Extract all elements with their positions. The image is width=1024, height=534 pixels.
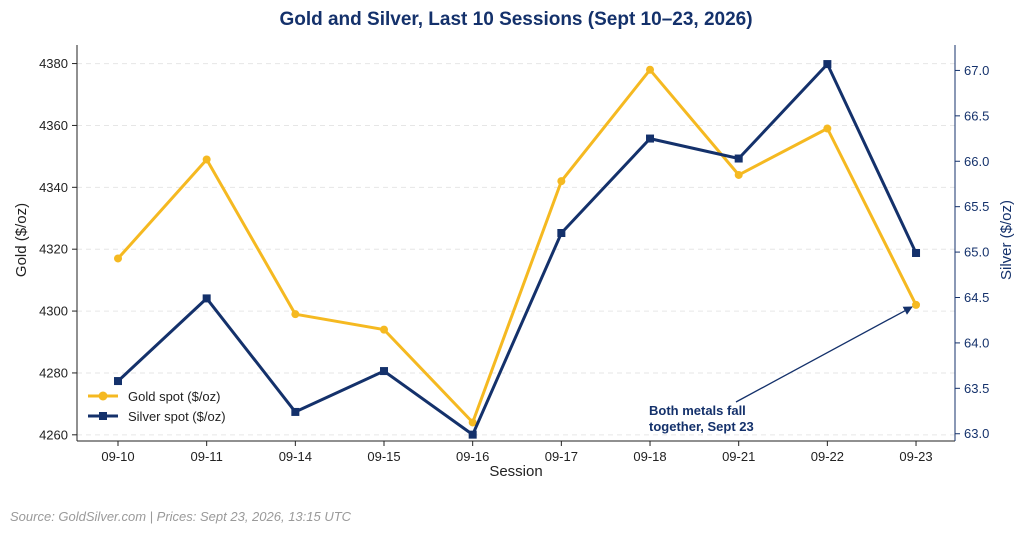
right-axis-label: Silver ($/oz) <box>998 200 1015 280</box>
silver-point <box>291 407 300 416</box>
right-tick-label: 63.5 <box>964 381 989 396</box>
right-tick-label: 63.0 <box>964 426 989 441</box>
chart-title: Gold and Silver, Last 10 Sessions (Sept … <box>279 9 752 30</box>
annotation-line2: together, Sept 23 <box>649 419 754 434</box>
right-tick-label: 65.0 <box>964 245 989 260</box>
right-axis-ticks: 63.0 63.5 64.0 64.5 65.0 65.5 66.0 66.5 67.0 <box>955 63 989 441</box>
x-tick-label: 09-22 <box>811 449 844 464</box>
silver-point <box>823 60 832 69</box>
axes <box>76 45 956 442</box>
x-tick-label: 09-17 <box>545 449 578 464</box>
x-tick-label: 09-15 <box>367 449 400 464</box>
gold-point <box>202 155 211 164</box>
left-axis-ticks: 4260 4280 4300 4320 4340 4360 4380 <box>39 56 77 442</box>
left-tick-label: 4340 <box>39 180 68 195</box>
x-axis-label: Session <box>489 463 542 480</box>
silver-point <box>646 134 655 143</box>
left-tick-label: 4280 <box>39 365 68 380</box>
left-tick-label: 4260 <box>39 427 68 442</box>
annotation-arrow <box>735 306 913 403</box>
gold-point <box>734 170 743 179</box>
x-tick-label: 09-16 <box>456 449 489 464</box>
legend-silver-label: Silver spot ($/oz) <box>128 409 226 424</box>
right-tick-label: 66.0 <box>964 154 989 169</box>
gold-point <box>912 300 921 309</box>
series <box>114 60 921 439</box>
series-line-gold <box>116 68 918 424</box>
silver-point <box>734 154 743 163</box>
gold-point <box>380 325 389 334</box>
annotation: Both metals fall together, Sept 23 <box>649 306 913 434</box>
silver-point <box>912 248 921 257</box>
left-tick-label: 4300 <box>39 304 68 319</box>
x-tick-label: 09-14 <box>279 449 312 464</box>
silver-point <box>114 377 122 386</box>
x-tick-label: 09-23 <box>899 449 932 464</box>
silver-point <box>557 229 566 238</box>
legend-gold-label: Gold spot ($/oz) <box>128 389 221 404</box>
silver-point <box>468 430 477 439</box>
left-axis-label: Gold ($/oz) <box>13 203 30 277</box>
x-tick-label: 09-21 <box>722 449 755 464</box>
legend-silver-marker <box>99 412 107 420</box>
x-tick-label: 09-11 <box>191 449 223 464</box>
legend: Gold spot ($/oz) Silver spot ($/oz) <box>88 389 226 424</box>
source-footer: Source: GoldSilver.com | Prices: Sept 23… <box>10 509 352 524</box>
annotation-line1: Both metals fall <box>649 403 746 418</box>
x-axis-ticks: 09-10 09-11 09-14 09-15 09-16 09-17 09-18 09-21… <box>101 441 933 464</box>
silver-point <box>380 367 389 376</box>
x-tick-label: 09-10 <box>101 449 134 464</box>
gold-point <box>114 254 122 263</box>
right-tick-label: 66.5 <box>964 108 989 123</box>
right-tick-label: 67.0 <box>964 63 989 78</box>
right-tick-label: 65.5 <box>964 199 989 214</box>
gold-point <box>291 310 300 319</box>
gold-point <box>646 65 655 74</box>
series-line-silver <box>116 62 918 437</box>
right-tick-label: 64.0 <box>964 335 989 350</box>
gridlines <box>77 63 955 436</box>
right-tick-label: 64.5 <box>964 290 989 305</box>
gold-point <box>823 124 832 133</box>
x-tick-label: 09-18 <box>633 449 666 464</box>
gold-point <box>557 177 566 186</box>
left-tick-label: 4380 <box>39 56 68 71</box>
gold-point <box>468 418 477 427</box>
silver-point <box>202 294 211 303</box>
left-tick-label: 4320 <box>39 242 68 257</box>
left-tick-label: 4360 <box>39 118 68 133</box>
legend-gold-marker <box>98 391 108 401</box>
